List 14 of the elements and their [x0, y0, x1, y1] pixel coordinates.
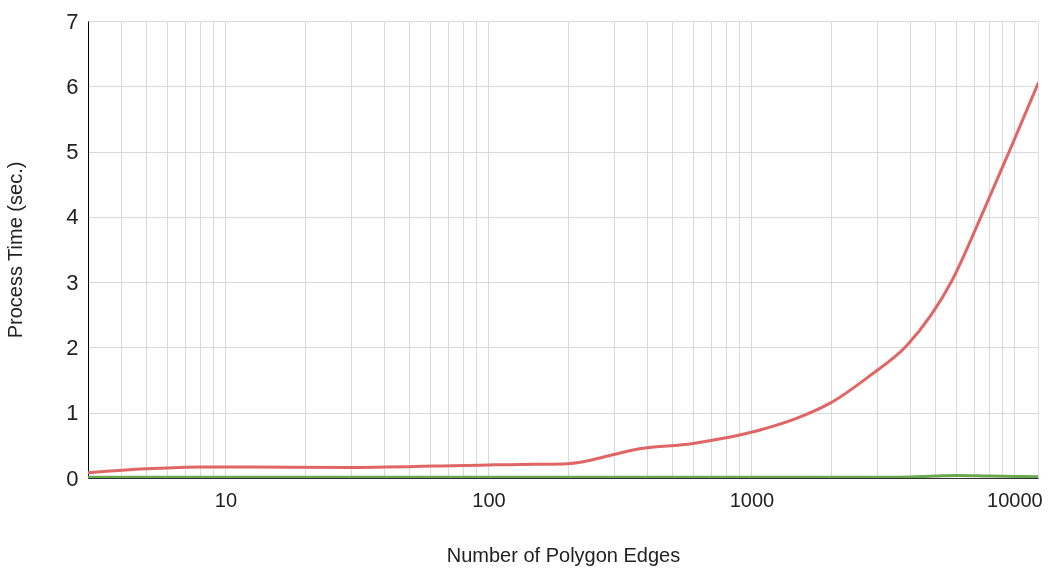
x-tick-label: 1000 — [729, 488, 775, 511]
y-tick-label: 6 — [66, 73, 79, 99]
x-tick-label: 100 — [472, 488, 506, 511]
y-tick-label: 0 — [66, 465, 79, 491]
x-tick-label: 10000 — [987, 488, 1043, 511]
y-tick-label: 2 — [66, 334, 79, 360]
x-axis-title: Number of Polygon Edges — [446, 543, 681, 566]
x-tick-label: 10 — [214, 488, 238, 511]
y-tick-label: 7 — [66, 8, 79, 34]
y-tick-label: 5 — [66, 139, 79, 165]
y-tick-label: 4 — [66, 204, 79, 230]
y-tick-label: 1 — [66, 400, 79, 426]
y-tick-label: 3 — [66, 269, 79, 295]
y-axis-title: Process Time (sec.) — [4, 161, 27, 339]
